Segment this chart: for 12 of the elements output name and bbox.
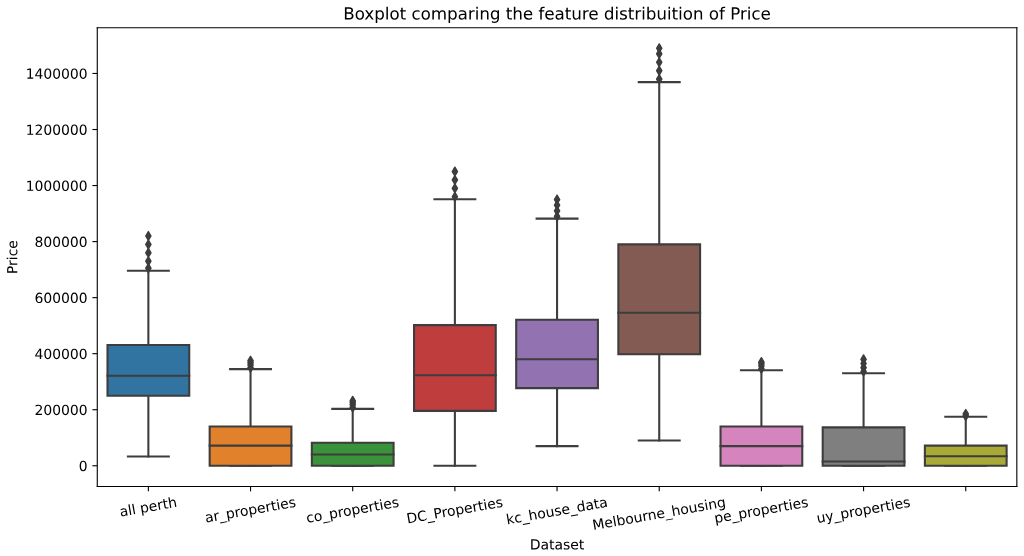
y-tick-label: 1200000 xyxy=(27,124,87,135)
y-tick-label: 800000 xyxy=(35,236,87,248)
y-axis-title: Price xyxy=(6,240,18,273)
y-tick-label: 0 xyxy=(79,460,87,472)
y-tick-label: 400000 xyxy=(35,348,87,360)
x-axis-title: Dataset xyxy=(531,539,584,550)
y-tick-label: 1000000 xyxy=(27,180,87,192)
y-tick-label: 600000 xyxy=(35,292,87,304)
chart-title: Boxplot comparing the feature distribuition of Price xyxy=(344,6,770,23)
y-tick-label: 200000 xyxy=(35,404,87,416)
y-tick-label: 1400000 xyxy=(27,68,87,79)
x-tick-label: all perth xyxy=(119,496,177,520)
